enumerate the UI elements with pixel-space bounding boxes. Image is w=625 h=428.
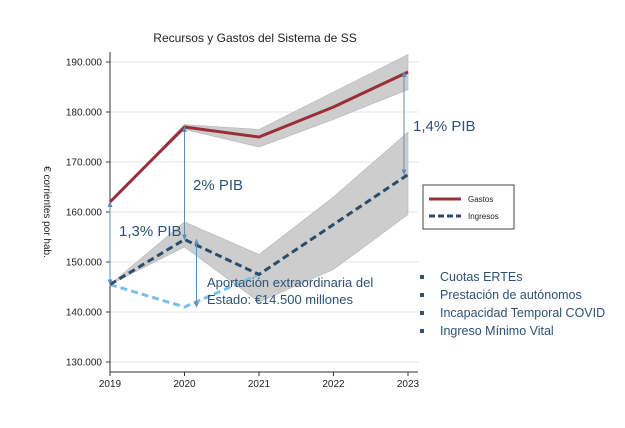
bullet-list: Cuotas ERTEs Prestación de autónomos Inc… (418, 268, 618, 340)
y-tick-label: 180.000 (66, 108, 103, 119)
bullet-icon (420, 293, 424, 297)
bullet-text: Ingreso Mínimo Vital (440, 324, 554, 338)
x-tick-label: 2021 (248, 379, 271, 390)
y-tick-label: 160.000 (66, 208, 103, 219)
x-tick-label: 2019 (99, 379, 122, 390)
bullet-text: Prestación de autónomos (440, 288, 582, 302)
y-tick-label: 170.000 (66, 158, 103, 169)
legend-box (422, 184, 515, 230)
bullet-text: Incapacidad Temporal COVID (440, 306, 606, 320)
series-line-aportación (109, 273, 260, 309)
bullet-text: Cuotas ERTEs (440, 270, 523, 284)
y-tick-label: 140.000 (66, 308, 103, 319)
y-axis-label: € corrientes por hab. (41, 166, 52, 258)
annotation-pib-2019: 1,3% PIB (119, 223, 182, 240)
bullet-icon (420, 329, 424, 333)
bullet-item: Cuotas ERTEs (418, 268, 618, 286)
annotation-arrows (107, 71, 407, 308)
bullet-item: Prestación de autónomos (418, 286, 618, 304)
x-ticks: 2019 2020 2021 2022 2023 (99, 372, 420, 390)
y-tick-label: 130.000 (66, 358, 103, 369)
annotation-pib-2023: 1,4% PIB (413, 118, 476, 135)
legend: Gastos Ingresos (422, 184, 515, 230)
bullet-item: Incapacidad Temporal COVID (418, 304, 618, 322)
series-lines (108, 70, 409, 309)
annotation-aportacion-line2: Estado: €14.500 millones (207, 292, 353, 307)
legend-label-ingresos: Ingresos (468, 212, 499, 221)
annotation-aportacion-line1: Aportación extraordinaria del (207, 275, 373, 290)
bullet-icon (420, 311, 424, 315)
y-tick-label: 150.000 (66, 258, 103, 269)
bullet-item: Ingreso Mínimo Vital (418, 322, 618, 340)
series-line-ingresos (109, 173, 409, 286)
y-tick-label: 190.000 (66, 58, 103, 69)
x-tick-label: 2022 (322, 379, 345, 390)
x-tick-label: 2020 (173, 379, 196, 390)
series-line-gastos (108, 70, 409, 204)
legend-label-gastos: Gastos (468, 195, 493, 204)
chart-title: Recursos y Gastos del Sistema de SS (153, 31, 356, 45)
x-tick-label: 2023 (397, 379, 420, 390)
bullet-icon (420, 275, 424, 279)
annotation-pib-2020: 2% PIB (193, 177, 243, 194)
band-ingresos (109, 131, 409, 303)
